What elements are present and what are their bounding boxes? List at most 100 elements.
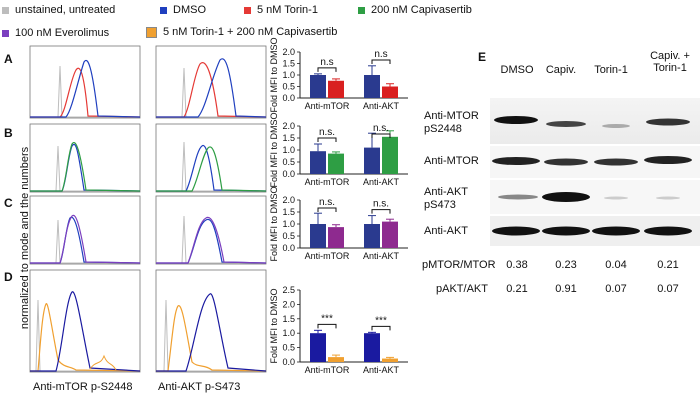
bar: [328, 227, 344, 248]
y-tick-label: 1.0: [282, 328, 295, 338]
significance-label: n.s.: [319, 127, 335, 138]
significance-label: n.s.: [319, 197, 335, 208]
blot-band: [602, 124, 630, 128]
ratio-label-mtor: pMTOR/MTOR: [422, 259, 496, 271]
blot-band: [542, 192, 590, 202]
blot-band: [592, 226, 640, 236]
bar: [382, 221, 398, 248]
blot-band: [644, 156, 692, 164]
legend-label: 5 nM Torin-1 + 200 nM Capivasertib: [163, 26, 338, 38]
legend-swatch: [146, 26, 157, 38]
significance-label: n.s: [374, 49, 387, 60]
significance-bracket: [371, 133, 391, 138]
y-tick-label: 2.5: [282, 285, 295, 295]
legend-swatch: [2, 6, 9, 14]
bar-category-label: Anti-mTOR: [305, 177, 350, 187]
y-tick-label: 1.0: [282, 70, 295, 80]
significance-bracket: [317, 67, 337, 72]
y-tick-label: 1.0: [282, 145, 295, 155]
y-tick-label: 2.0: [282, 121, 295, 131]
histogram-c-akt: [155, 195, 267, 265]
significance-label: n.s: [320, 57, 333, 68]
bar: [364, 333, 380, 362]
western-blot: DMSO Capiv. Torin-1 Capiv. + Torin-1: [492, 40, 700, 370]
y-tick-label: 0.0: [282, 357, 295, 367]
legend-swatch: [2, 29, 9, 37]
blot-band: [594, 158, 638, 166]
ratio-value: 0.23: [555, 259, 577, 271]
panel-label-e: E: [478, 50, 487, 64]
bar: [382, 86, 398, 98]
legend-item: 100 nM Everolimus: [2, 27, 109, 39]
bar-category-label: Anti-AKT: [363, 365, 400, 375]
bar: [328, 153, 344, 174]
y-tick-label: 0.5: [282, 157, 295, 167]
blot-band: [604, 196, 628, 200]
legend-swatch: [244, 6, 251, 14]
bar-category-label: Anti-mTOR: [305, 251, 350, 261]
ratio-value: 0.21: [657, 259, 679, 271]
panel-label-c: C: [4, 196, 13, 210]
blot-band: [494, 116, 538, 124]
ratio-value: 0.91: [555, 283, 577, 295]
y-tick-label: 0.5: [282, 343, 295, 353]
significance-label: n.s.: [373, 199, 389, 210]
y-tick-label: 1.5: [282, 314, 295, 324]
blot-band: [498, 194, 538, 200]
significance-bracket: [317, 207, 337, 212]
bar: [310, 333, 326, 362]
y-tick-label: 1.0: [282, 219, 295, 229]
bar-category-label: Anti-AKT: [363, 101, 400, 111]
histogram-c-mtor: [29, 195, 141, 265]
y-tick-label: 1.5: [282, 207, 295, 217]
blot-band: [656, 196, 680, 200]
blot-band: [546, 121, 586, 127]
blot-row-label-mtor: Anti-MTOR: [424, 155, 479, 167]
significance-bracket: [317, 137, 337, 142]
blot-band: [542, 226, 590, 236]
blot-band: [544, 158, 588, 166]
lane-header-torin: Torin-1: [594, 64, 628, 76]
x-label-mtor: Anti-mTOR p-S2448: [33, 381, 133, 393]
legend-label: 200 nM Capivasertib: [371, 4, 472, 16]
blot-row-label-pakt: Anti-AKT pS473: [424, 186, 469, 211]
bar-category-label: Anti-mTOR: [305, 365, 350, 375]
y-tick-label: 0.5: [282, 82, 295, 92]
y-tick-label: 0.0: [282, 169, 295, 179]
bar: [382, 358, 398, 362]
y-tick-label: 1.5: [282, 59, 295, 69]
histogram-b-mtor: [29, 123, 141, 193]
y-tick-label: 1.5: [282, 133, 295, 143]
legend-item: 5 nM Torin-1: [244, 4, 318, 16]
y-tick-label: 2.0: [282, 299, 295, 309]
blot-row-label-pmtor: Anti-MTOR pS2448: [424, 110, 479, 135]
bar: [364, 75, 380, 98]
blot-band: [492, 226, 540, 236]
significance-bracket: [371, 325, 391, 331]
bar-y-axis-label: Fold MFI to DMSO: [269, 37, 279, 112]
bar: [310, 151, 326, 174]
ratio-value: 0.07: [605, 283, 627, 295]
legend-item: 200 nM Capivasertib: [358, 4, 472, 16]
panel-label-a: A: [4, 52, 13, 66]
bar-category-label: Anti-AKT: [363, 177, 400, 187]
x-label-akt: Anti-AKT p-S473: [158, 381, 241, 393]
panel-label-d: D: [4, 270, 13, 284]
histogram-a-mtor: [29, 45, 141, 119]
bar: [328, 357, 344, 362]
blot-row-label-akt: Anti-AKT: [424, 225, 469, 237]
bar-y-axis-label: Fold MFI to DMSO: [269, 288, 279, 363]
bar-y-axis-label: Fold MFI to DMSO: [269, 112, 279, 187]
bar: [328, 80, 344, 98]
legend-label: DMSO: [173, 4, 206, 16]
panel-label-b: B: [4, 126, 13, 140]
histogram-a-akt: [155, 45, 267, 119]
blot-band: [644, 226, 692, 236]
histogram-d-mtor: [29, 269, 141, 373]
legend-swatch: [358, 6, 365, 14]
bar: [364, 147, 380, 174]
lane-header-combo: Capiv. + Torin-1: [650, 50, 690, 74]
